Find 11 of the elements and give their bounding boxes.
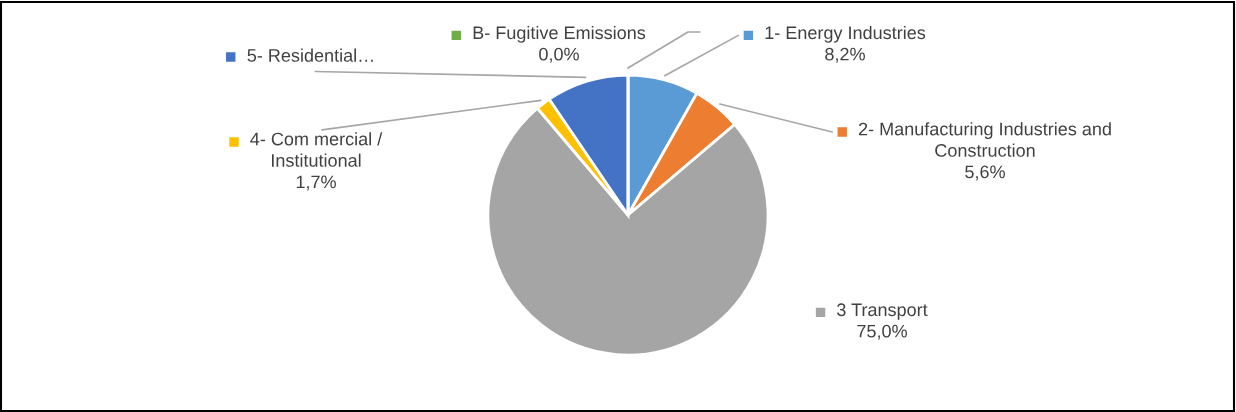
legend-label: B- Fugitive Emissions — [473, 25, 646, 43]
data-label: 5,6% — [965, 165, 1005, 181]
legend-label: 5- Residential… — [247, 48, 373, 62]
data-label: 75,0% — [857, 324, 907, 340]
legend-label: 2- Manufacturing Industries and Construction — [858, 122, 1111, 157]
legend-label: 1- Energy Industries — [765, 25, 926, 43]
data-label: 1,7% — [296, 175, 336, 191]
data-label: 8,2% — [825, 47, 865, 63]
legend-label: 4- Com mercial / Institutional — [250, 132, 383, 167]
text: 0,0% — [539, 47, 579, 63]
legend-label: 3 Transport — [837, 303, 928, 320]
